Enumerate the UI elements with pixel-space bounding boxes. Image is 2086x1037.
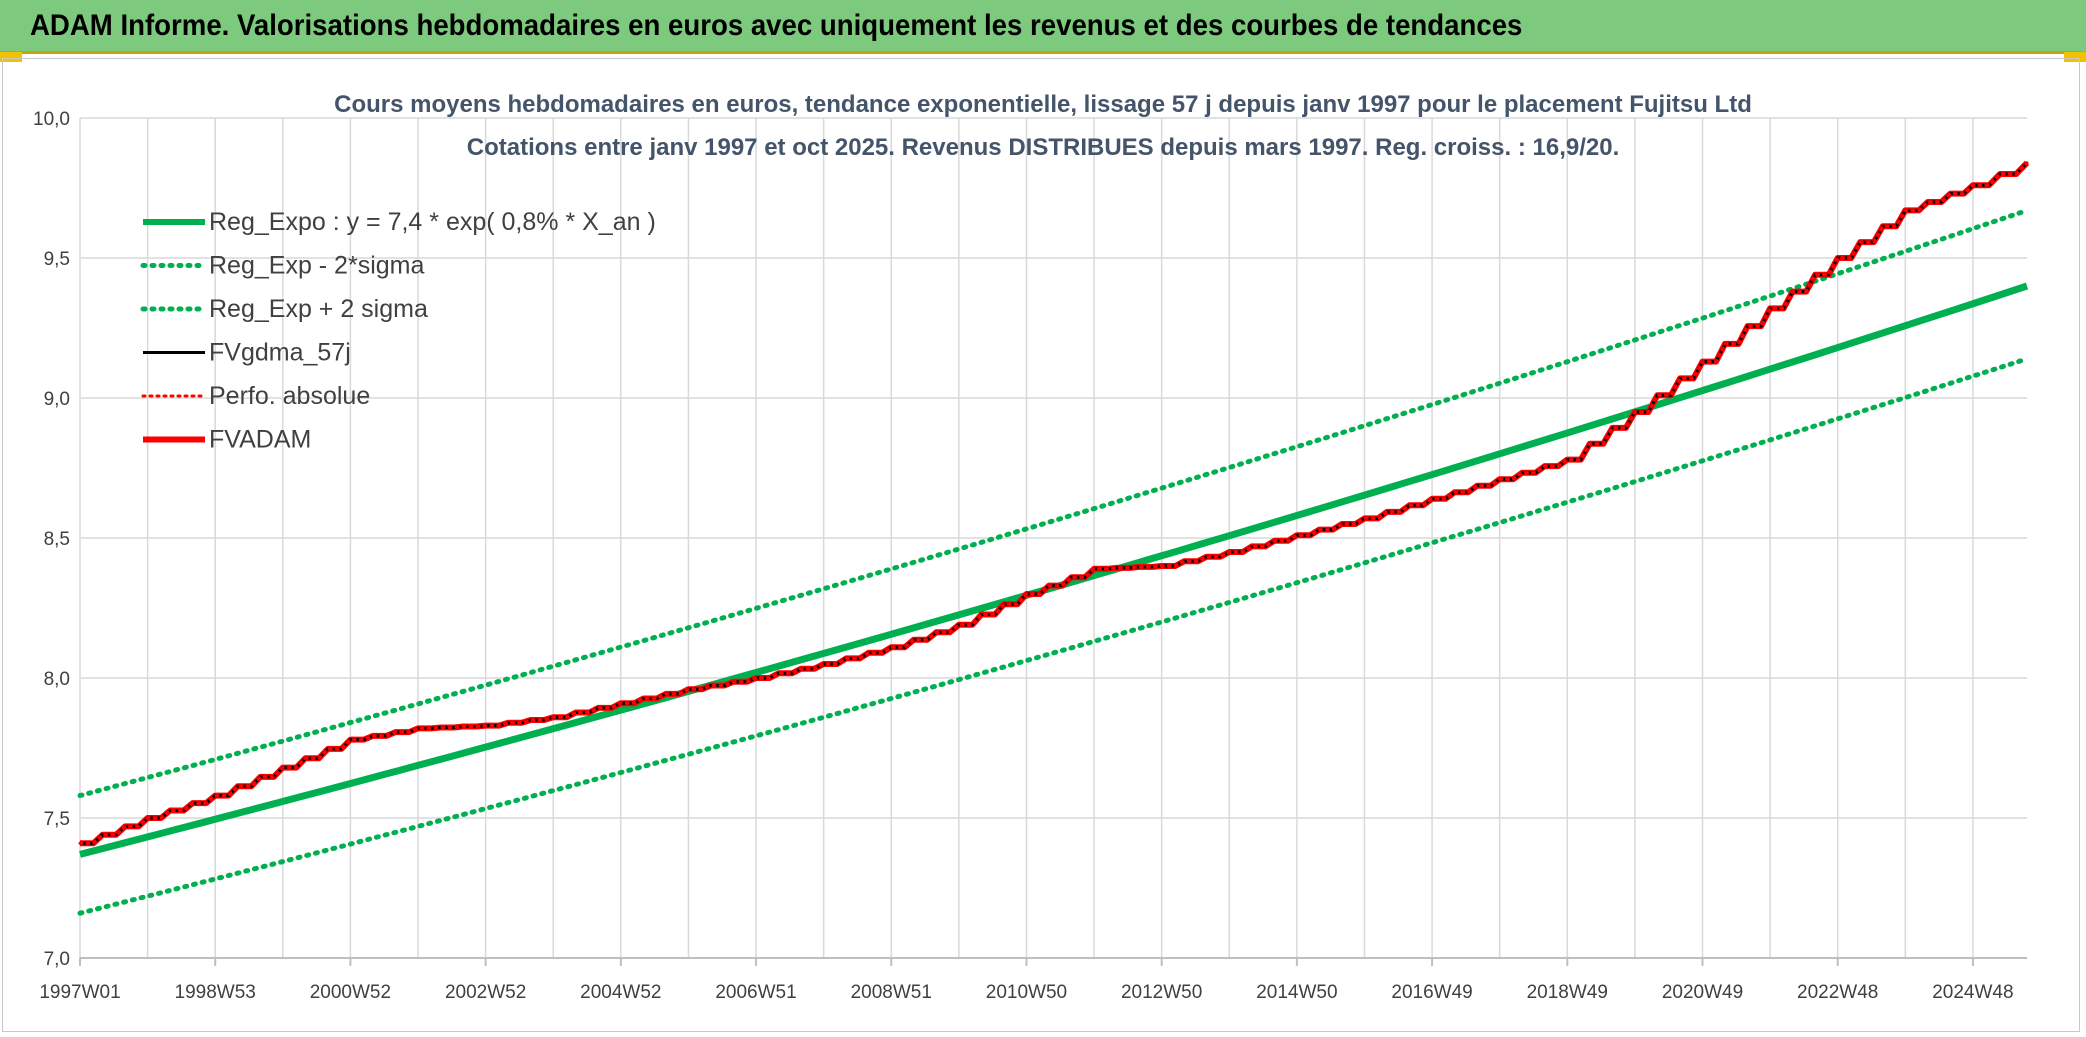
y-tick-label: 7,0 [44, 949, 70, 970]
gridlines [79, 117, 2027, 959]
corner-marker-left [0, 52, 22, 62]
chart-frame [2, 58, 2080, 1032]
chart-title: Cours moyens hebdomadaires en euros, ten… [334, 91, 1752, 118]
x-tick-label: 2010W50 [986, 982, 1067, 1003]
corner-marker-right [2064, 52, 2086, 62]
x-tick-label: 2000W52 [310, 982, 391, 1003]
x-tick-label: 2002W52 [445, 982, 526, 1003]
chart-subtitle: Cotations entre janv 1997 et oct 2025. R… [467, 134, 1619, 161]
series-line-regexp [77, 207, 2030, 799]
report-banner: ADAM Informe. Valorisations hebdomadaire… [0, 0, 2086, 54]
series-line-regexpo [79, 282, 2029, 858]
legend-label: Reg_Expo : y = 7,4 * exp( 0,8% * X_an ) [209, 208, 656, 236]
legend-label: Perfo. absolue [209, 382, 370, 410]
y-tick-label: 9,5 [44, 249, 70, 270]
legend-label: Reg_Exp + 2 sigma [209, 295, 428, 323]
x-tick-label: 2006W51 [715, 982, 796, 1003]
x-tick-label: 2014W50 [1256, 982, 1337, 1003]
x-tick-label: 2024W48 [1932, 982, 2013, 1003]
x-tick-label: 2018W49 [1527, 982, 1608, 1003]
y-tick-label: 8,0 [44, 669, 70, 690]
y-tick-label: 9,0 [44, 389, 70, 410]
x-tick-label: 2022W48 [1797, 982, 1878, 1003]
x-tick-label: 2012W50 [1121, 982, 1202, 1003]
y-tick-label: 8,5 [44, 529, 70, 550]
axes [79, 957, 2027, 966]
series-lines [77, 160, 2030, 916]
y-tick-label: 10,0 [33, 109, 70, 130]
series-line-perfo [78, 161, 2029, 845]
x-tick-label: 1997W01 [39, 982, 120, 1003]
x-tick-label: 1998W53 [175, 982, 256, 1003]
x-tick-label: 2004W52 [580, 982, 661, 1003]
legend: Reg_Expo : y = 7,4 * exp( 0,8% * X_an ) R… [140, 208, 656, 454]
legend-label: FVgdma_57j [209, 339, 351, 367]
report-title: ADAM Informe. Valorisations hebdomadaire… [30, 9, 1523, 42]
x-tick-label: 2008W51 [851, 982, 932, 1003]
tick-labels: 7,0 7,5 8,0 8,5 9,0 9,5 10,0 1997W01 1998W53 2000… [33, 109, 2014, 1003]
x-tick-label: 2016W49 [1391, 982, 1472, 1003]
legend-label: Reg_Exp - 2*sigma [209, 252, 424, 280]
x-tick-label: 2020W49 [1662, 982, 1743, 1003]
series-line-regexp [77, 356, 2030, 916]
legend-label: FVADAM [209, 426, 311, 454]
y-tick-label: 7,5 [44, 809, 70, 830]
